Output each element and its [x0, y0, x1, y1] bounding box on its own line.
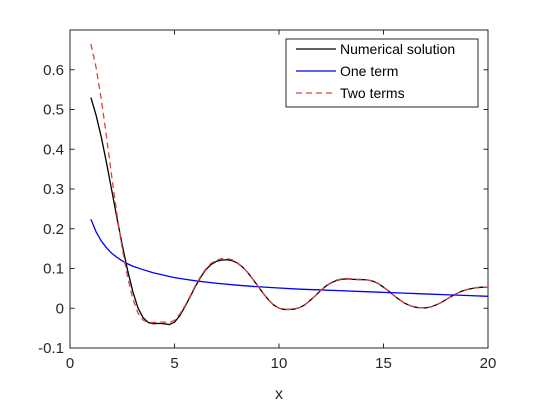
x-axis-label: x: [275, 386, 283, 403]
x-tick-label: 10: [271, 355, 288, 372]
legend: Numerical solution One term Two terms: [285, 38, 479, 108]
series-line-3: [90, 43, 488, 324]
x-tick-label: 0: [66, 355, 74, 372]
x-tick-label: 20: [480, 355, 497, 372]
x-tick-label: 15: [375, 355, 392, 372]
y-tick-label: 0.3: [43, 181, 64, 198]
y-tick-label: 0.5: [43, 102, 64, 119]
y-tick-label: 0.2: [43, 221, 64, 238]
y-tick-label: -0.1: [38, 340, 64, 357]
legend-label-3: Two terms: [340, 85, 405, 101]
axis-ticks: 0 5 10 15 20-0.100.10.20.30.40.50.6: [38, 30, 496, 372]
series-line-2: [90, 218, 488, 297]
y-tick-label: 0.1: [43, 261, 64, 278]
legend-label-1: Numerical solution: [340, 41, 455, 57]
y-tick-label: 0.4: [43, 141, 64, 158]
legend-box: [285, 38, 479, 108]
series-layer: [90, 43, 488, 326]
legend-label-2: One term: [340, 63, 398, 79]
y-tick-label: 0.6: [43, 62, 64, 79]
y-tick-label: 0: [56, 300, 64, 317]
x-tick-label: 5: [170, 355, 178, 372]
